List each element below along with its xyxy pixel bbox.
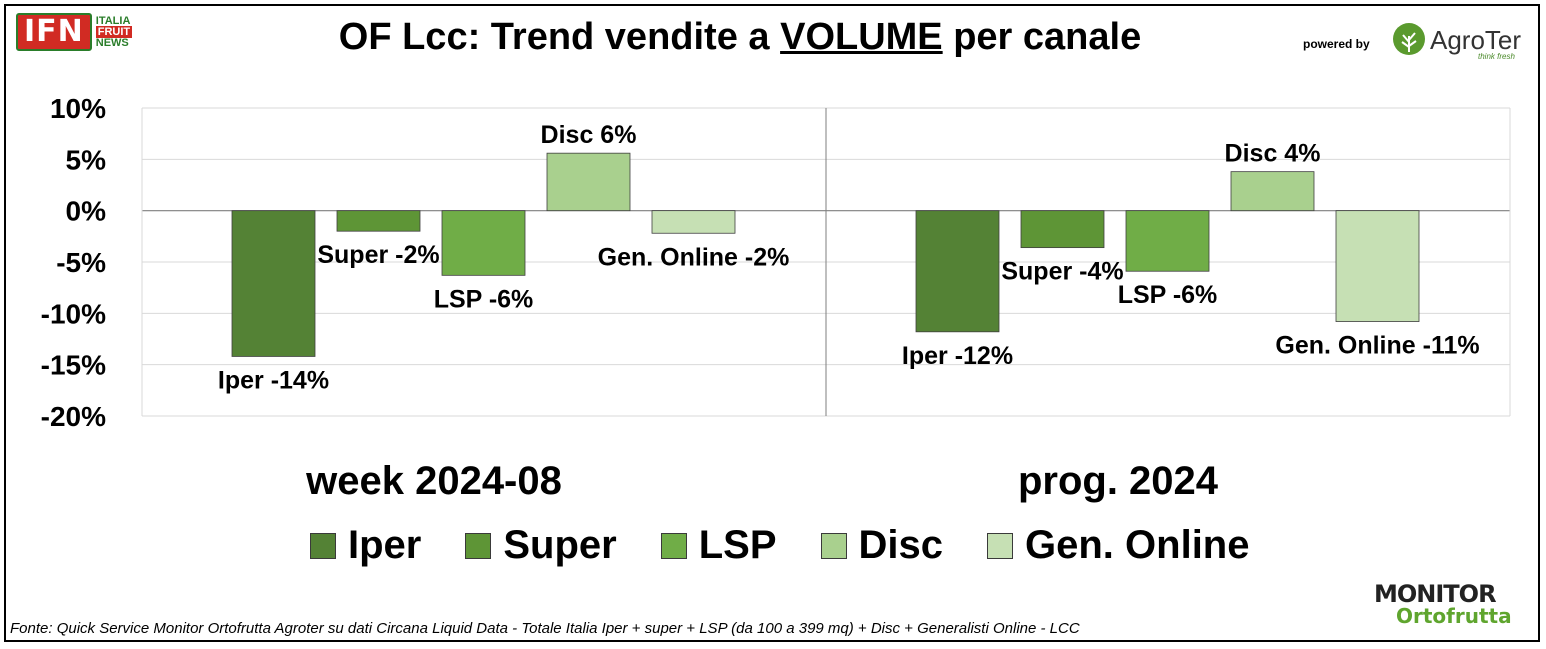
y-tick-label: 10% <box>50 93 106 124</box>
legend-item: Super <box>465 523 617 568</box>
legend-label: LSP <box>698 523 777 567</box>
legend-item: Disc <box>820 523 944 568</box>
y-tick-label: -5% <box>56 247 106 278</box>
legend-swatch <box>820 532 847 559</box>
bar-super <box>1020 210 1105 249</box>
agroter-logo: AgroTer <box>1392 22 1521 58</box>
y-tick-label: -20% <box>41 401 106 432</box>
legend-label: Iper <box>348 523 422 567</box>
powered-by-label: powered by <box>1303 37 1370 51</box>
legend-swatch <box>987 532 1014 559</box>
ortofrutta-word: Ortofrutta <box>1396 604 1512 628</box>
ifn-word-news: NEWS <box>95 36 129 49</box>
source-footnote: Fonte: Quick Service Monitor Ortofrutta … <box>10 620 1080 637</box>
chart-grid <box>141 107 1511 417</box>
data-label: Iper -12% <box>902 342 1013 370</box>
legend-swatch <box>465 532 492 559</box>
legend-item: LSP <box>660 523 777 568</box>
ifn-logo-mark: IFN <box>16 13 92 51</box>
ifn-logo-words: ITALIA FRUIT NEWS <box>95 14 133 49</box>
data-label: LSP -6% <box>434 285 534 313</box>
data-label: Super -4% <box>1001 258 1123 286</box>
legend-swatch <box>310 532 336 559</box>
legend-item: Iper <box>310 523 421 568</box>
legend-label: Disc <box>858 523 944 567</box>
bar-gen-online <box>1335 210 1420 322</box>
data-label: Gen. Online -2% <box>598 243 790 271</box>
bar-iper <box>915 210 1000 333</box>
bar-gen-online <box>651 210 736 234</box>
agroter-name: AgroTer <box>1430 24 1522 55</box>
legend-label: Super <box>503 523 617 567</box>
chart-legend: Iper Super LSP Disc Gen. Online <box>310 523 1294 568</box>
monitor-word: MONITOR <box>1374 580 1497 608</box>
chart-data-labels: Iper -14% Super -2% LSP -6% Disc 6% Gen. Onl… <box>218 121 1480 394</box>
y-axis-ticks: 10% 5% 0% -5% -10% -15% -20% <box>41 93 106 432</box>
bar-lsp <box>441 210 526 276</box>
agroter-tagline: think fresh <box>1478 52 1515 61</box>
data-label: LSP -6% <box>1118 281 1218 309</box>
title-underlined-word: VOLUME <box>780 16 943 58</box>
y-tick-label: 0% <box>66 196 107 227</box>
chart-frame <box>4 4 1540 642</box>
ifn-word-italia: ITALIA <box>95 14 131 27</box>
chart-bars <box>231 152 1420 357</box>
title-prefix: OF Lcc: Trend vendite a <box>338 16 781 58</box>
bar-lsp <box>1125 210 1210 272</box>
bar-iper <box>231 210 316 357</box>
category-label: week 2024-08 <box>305 459 562 503</box>
data-label: Gen. Online -11% <box>1275 332 1479 360</box>
monitor-ortofrutta-logo: MONITOR Ortofrutta <box>1374 580 1534 628</box>
ifn-logo: IFN ITALIA FRUIT NEWS <box>16 13 133 51</box>
bar-disc <box>1230 171 1315 212</box>
legend-item: Gen. Online <box>987 523 1250 568</box>
title-suffix: per canale <box>942 16 1142 58</box>
data-label: Disc 4% <box>1225 140 1321 168</box>
bar-super <box>336 210 421 232</box>
tree-icon <box>1393 23 1425 55</box>
ifn-word-fruit: FRUIT <box>95 25 133 38</box>
legend-swatch <box>660 532 687 559</box>
legend-label: Gen. Online <box>1025 523 1250 567</box>
chart-category-labels: week 2024-08 prog. 2024 <box>305 459 1219 503</box>
y-tick-label: 5% <box>66 144 107 175</box>
data-label: Iper -14% <box>218 366 329 394</box>
chart-title: OF Lcc: Trend vendite a VOLUME per canal… <box>0 16 1480 59</box>
category-label: prog. 2024 <box>1018 459 1219 503</box>
y-tick-label: -10% <box>41 298 106 329</box>
data-label: Disc 6% <box>541 121 637 149</box>
y-tick-label: -15% <box>41 350 106 381</box>
data-label: Super -2% <box>317 241 439 269</box>
bar-disc <box>546 152 631 212</box>
